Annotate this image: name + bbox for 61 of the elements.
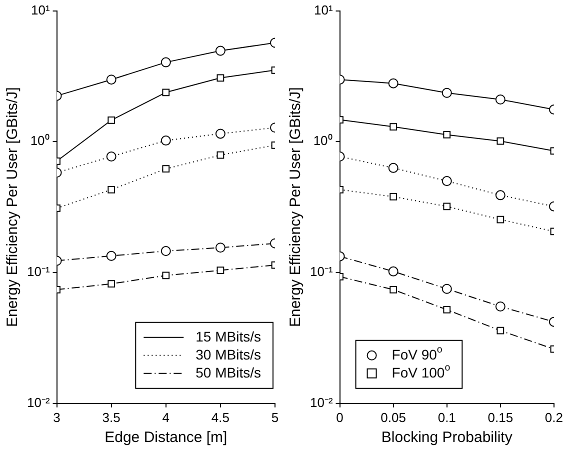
x-axis-title: Edge Distance [m] <box>104 429 228 446</box>
point <box>160 246 171 256</box>
point <box>495 190 506 200</box>
point <box>106 152 116 162</box>
x-tick-label: 4 <box>162 410 170 425</box>
y-tick-label: 10¹ <box>30 2 50 18</box>
legend-label: 15 MBits/s <box>196 328 262 344</box>
point <box>162 272 170 280</box>
x-tick-label: 0 <box>336 410 344 425</box>
y-tick-label: 10⁻² <box>310 394 334 410</box>
point <box>496 326 504 334</box>
point <box>108 116 116 124</box>
point <box>443 202 451 210</box>
point <box>390 192 398 200</box>
point <box>216 74 224 82</box>
y-axis-title: Energy Efficiency Per User [GBits/J] <box>287 87 304 328</box>
point <box>443 131 451 138</box>
point <box>106 74 116 85</box>
point <box>160 57 171 68</box>
point <box>215 46 226 56</box>
x-tick-label: 0.2 <box>544 410 564 425</box>
x-tick-label: 0.1 <box>438 410 456 425</box>
point <box>495 302 506 312</box>
point <box>162 165 170 173</box>
point <box>388 78 398 88</box>
point <box>106 250 116 261</box>
point <box>215 242 226 253</box>
point <box>216 151 224 159</box>
point <box>443 306 451 314</box>
point <box>388 266 398 276</box>
y-tick-label: 10⁰ <box>30 133 50 148</box>
point <box>496 216 504 224</box>
legend-label: 50 MBits/s <box>196 364 262 380</box>
x-tick-label: 3.5 <box>102 410 120 425</box>
x-axis-title: Blocking Probability <box>381 429 513 446</box>
point <box>388 162 398 173</box>
point <box>215 128 226 139</box>
point <box>496 137 504 145</box>
point <box>160 136 171 146</box>
x-tick-label: 4.5 <box>211 410 230 425</box>
point <box>442 88 452 98</box>
x-tick-label: 5 <box>271 410 279 425</box>
y-tick-label: 10⁻² <box>26 394 50 410</box>
x-tick-label: 0.05 <box>380 410 406 425</box>
point <box>442 176 452 186</box>
x-tick-label: 3 <box>53 410 60 425</box>
point <box>390 123 398 130</box>
point <box>108 186 116 194</box>
point <box>108 280 116 288</box>
point <box>162 88 170 96</box>
y-tick-label: 10⁻¹ <box>310 264 334 280</box>
legend-label: 30 MBits/s <box>196 346 262 362</box>
point <box>216 266 224 274</box>
y-tick-label: 10¹ <box>314 2 334 18</box>
y-axis-title: Energy Efficiency Per User [GBits/J] <box>4 87 22 328</box>
x-tick-label: 0.15 <box>488 410 514 425</box>
point <box>390 286 398 294</box>
y-tick-label: 10⁻¹ <box>26 264 50 280</box>
point <box>495 94 506 104</box>
point <box>442 284 452 294</box>
y-tick-label: 10⁰ <box>313 133 333 148</box>
